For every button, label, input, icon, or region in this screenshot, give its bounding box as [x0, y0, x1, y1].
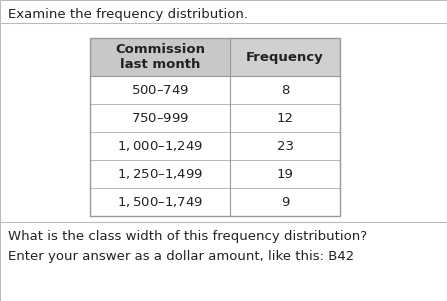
Text: 23: 23 [277, 139, 294, 153]
Bar [90, 76, 340, 104]
Text: What is the class width of this frequency distribution?: What is the class width of this frequenc… [8, 230, 367, 243]
Bar [90, 104, 340, 132]
Text: Frequency: Frequency [246, 51, 324, 64]
Bar [90, 188, 340, 216]
Text: $500–$749: $500–$749 [131, 83, 189, 97]
Text: 9: 9 [281, 196, 289, 209]
Text: Enter your answer as a dollar amount, like this: B42: Enter your answer as a dollar amount, li… [8, 250, 354, 263]
Bar [230, 38, 340, 76]
Bar [90, 38, 340, 216]
Text: 8: 8 [281, 83, 289, 97]
Text: $1,500–$1,749: $1,500–$1,749 [117, 195, 203, 209]
Text: Examine the frequency distribution.: Examine the frequency distribution. [8, 8, 248, 21]
Bar [90, 38, 340, 76]
Text: $750–$999: $750–$999 [131, 111, 189, 125]
Bar [90, 160, 340, 188]
Text: $1,250–$1,499: $1,250–$1,499 [117, 167, 203, 181]
Text: 12: 12 [277, 111, 294, 125]
Text: 19: 19 [277, 167, 293, 181]
Text: Commission
last month: Commission last month [115, 43, 205, 71]
Text: $1,000–$1,249: $1,000–$1,249 [117, 139, 203, 153]
Bar [90, 132, 340, 160]
